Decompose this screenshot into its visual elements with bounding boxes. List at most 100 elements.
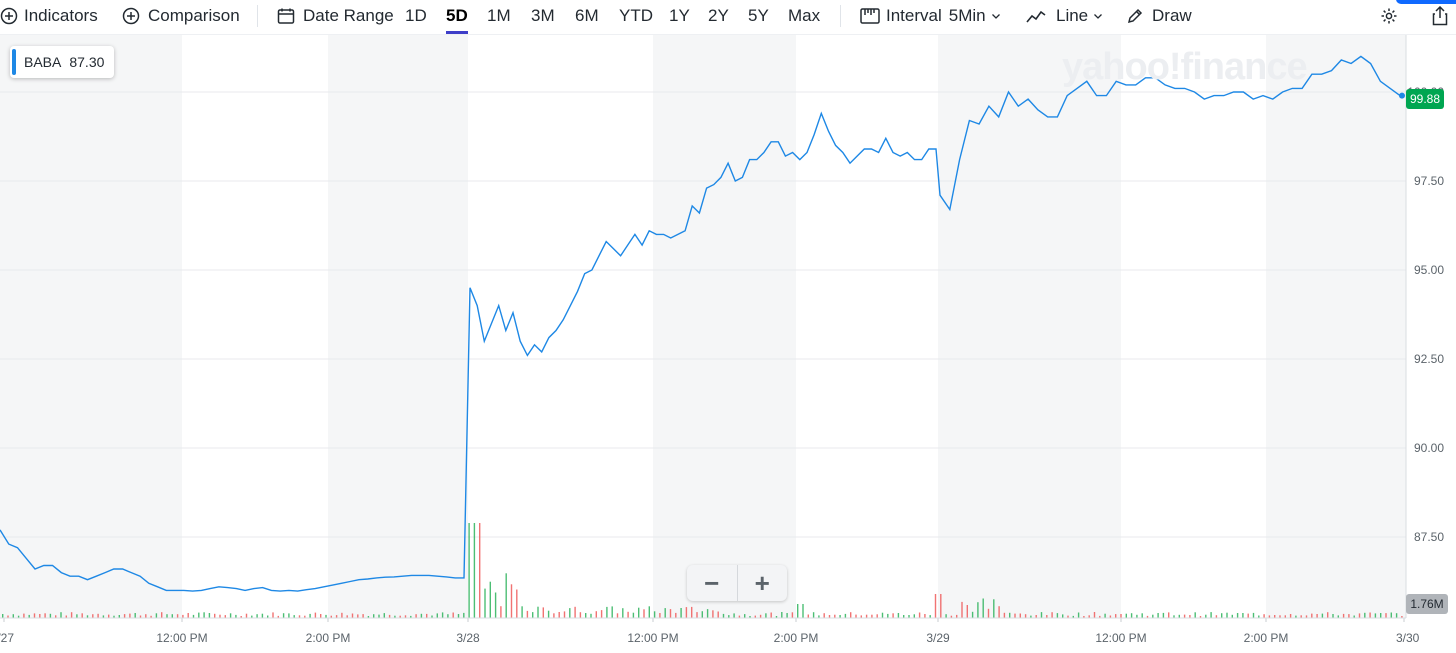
settings-button[interactable] (1380, 3, 1398, 29)
interval-icon (860, 7, 880, 25)
chart-type-dropdown[interactable]: Line (1026, 3, 1103, 29)
volume-bar (961, 601, 963, 618)
volume-bar (913, 614, 915, 618)
volume-bar (987, 608, 990, 618)
y-tick-label: 97.50 (1414, 174, 1444, 188)
volume-bar (86, 615, 89, 618)
volume-bar (304, 615, 306, 618)
draw-button[interactable]: Draw (1126, 3, 1192, 29)
range-5d[interactable]: 5D (446, 3, 468, 34)
volume-bar (1342, 613, 1345, 618)
ticker-legend[interactable]: BABA 87.30 (10, 46, 115, 78)
volume-bar (574, 606, 576, 618)
volume-bar (484, 588, 486, 618)
volume-bar (569, 608, 571, 618)
volume-bar (956, 614, 958, 618)
x-tick-label: 2:00 PM (1244, 631, 1289, 645)
volume-bar (1183, 614, 1186, 618)
volume-bar (850, 612, 852, 618)
volume-bar (622, 608, 624, 618)
interval-dropdown[interactable]: Interval 5Min (860, 3, 1001, 29)
volume-bar (1162, 612, 1165, 618)
volume-bar (447, 614, 449, 618)
volume-bar (1157, 613, 1159, 618)
volume-bar (1199, 616, 1202, 618)
range-3m[interactable]: 3M (531, 6, 555, 25)
volume-bar (765, 613, 767, 618)
toolbar-divider (840, 5, 841, 27)
volume-bar (770, 612, 772, 618)
zoom-in-button[interactable]: + (754, 567, 770, 598)
volume-bar (1242, 613, 1244, 618)
volume-bar (1173, 615, 1175, 618)
volume-bar (950, 615, 953, 618)
volume-bar (346, 615, 348, 618)
last-price-tag: 99.88 (1406, 89, 1444, 109)
share-button[interactable] (1432, 3, 1448, 29)
volume-bar (993, 599, 995, 618)
volume-bar (675, 612, 677, 618)
volume-bar (669, 609, 672, 618)
volume-bar (1332, 614, 1334, 618)
volume-bar (1231, 614, 1233, 618)
range-1d[interactable]: 1D (405, 6, 427, 25)
date-range-button[interactable]: Date Range (277, 3, 394, 29)
volume-bar (123, 614, 126, 618)
volume-bar (1348, 614, 1350, 618)
x-tick-label: 3/30 (1396, 631, 1420, 645)
volume-bar (60, 612, 62, 618)
range-max[interactable]: Max (788, 6, 821, 25)
volume-bar (261, 613, 264, 618)
plus-circle-icon (0, 7, 18, 25)
volume-bar (871, 614, 873, 618)
volume-bar (81, 613, 83, 618)
zoom-out-button[interactable]: − (687, 565, 738, 601)
range-ytd[interactable]: YTD (619, 6, 653, 25)
volume-bar (712, 610, 714, 618)
volume-bar (563, 611, 566, 618)
volume-bar (781, 612, 783, 618)
volume-bar (590, 613, 592, 618)
volume-bar (1279, 615, 1281, 618)
volume-bar (1337, 615, 1339, 618)
range-1m[interactable]: 1M (487, 6, 511, 25)
volume-bar (1099, 615, 1101, 618)
range-6m[interactable]: 6M (575, 6, 599, 25)
y-tick-label: 90.00 (1414, 441, 1444, 455)
y-tick-label: 92.50 (1414, 352, 1444, 366)
x-tick-label: 3/27 (0, 631, 14, 645)
volume-bar (1178, 614, 1180, 618)
volume-bar (500, 606, 502, 618)
range-5y[interactable]: 5Y (748, 6, 769, 25)
volume-bar (940, 594, 942, 618)
volume-bar (1046, 615, 1048, 618)
volume-bar (1003, 612, 1006, 618)
volume-bar (680, 608, 682, 618)
volume-bar (643, 609, 645, 618)
volume-bar (1205, 614, 1207, 618)
volume-bar (357, 614, 359, 618)
range-2y[interactable]: 2Y (708, 6, 729, 25)
volume-bar (834, 614, 836, 618)
volume-bar (28, 614, 30, 618)
volume-bar (1146, 615, 1149, 618)
volume-bar (881, 612, 884, 618)
chevron-down-icon (1093, 12, 1103, 20)
volume-bar (251, 615, 253, 618)
volume-bar (754, 615, 756, 618)
volume-bar (49, 613, 52, 618)
volume-bar (44, 613, 46, 618)
volume-bar (1109, 615, 1112, 618)
session-band (0, 35, 182, 618)
volume-bar (1252, 612, 1255, 618)
comparison-button[interactable]: Comparison (122, 3, 240, 29)
volume-bar (1247, 613, 1249, 618)
volume-bar (1030, 615, 1032, 618)
indicators-button[interactable]: Indicators (0, 3, 98, 29)
volume-bar (892, 613, 894, 618)
range-1y[interactable]: 1Y (669, 6, 690, 25)
volume-bar (1263, 614, 1265, 618)
session-band (1266, 35, 1406, 618)
volume-bar (277, 615, 279, 618)
